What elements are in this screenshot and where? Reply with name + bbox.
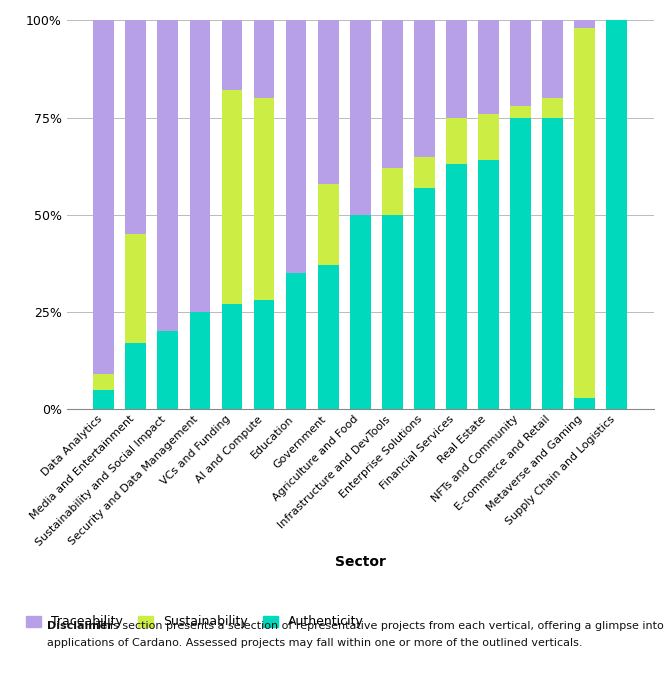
Bar [574,28,595,398]
Bar [350,215,371,409]
Bar [478,160,499,409]
Bar [253,98,274,300]
Bar [382,20,403,168]
Bar [317,183,339,265]
Bar [574,20,595,28]
Bar [317,20,339,183]
Bar [446,20,467,117]
Text: : This section presents a selection of representative projects from each vertica: : This section presents a selection of r… [89,621,667,631]
Bar [510,117,531,409]
Bar [542,117,563,409]
Bar [125,235,146,343]
Bar [189,312,210,409]
X-axis label: Sector: Sector [335,554,386,569]
Bar [606,20,627,409]
Bar [285,20,307,273]
Bar [382,168,403,215]
Bar [414,188,435,409]
Bar [125,20,146,235]
Bar [189,20,210,312]
Bar [542,20,563,98]
Bar [221,304,242,409]
Bar [253,20,274,98]
Bar [350,20,371,215]
Bar [574,398,595,409]
Bar [253,300,274,409]
Bar [414,20,435,157]
Bar [157,331,178,409]
Bar [510,106,531,117]
Bar [510,20,531,106]
Bar [317,265,339,409]
Bar [446,117,467,164]
Bar [221,91,242,304]
Bar [478,114,499,160]
Bar [221,20,242,91]
Text: applications of Cardano. Assessed projects may fall within one or more of the ou: applications of Cardano. Assessed projec… [47,638,582,648]
Bar [542,98,563,117]
Bar [157,20,178,331]
Bar [382,215,403,409]
Bar [478,20,499,114]
Bar [125,343,146,409]
Legend: Traceability, Sustainability, Authenticity: Traceability, Sustainability, Authentici… [26,615,364,628]
Bar [414,157,435,188]
Bar [93,389,114,409]
Bar [93,374,114,389]
Text: Disclaimer: Disclaimer [47,621,113,631]
Bar [93,20,114,374]
Bar [285,273,307,409]
Bar [446,164,467,409]
